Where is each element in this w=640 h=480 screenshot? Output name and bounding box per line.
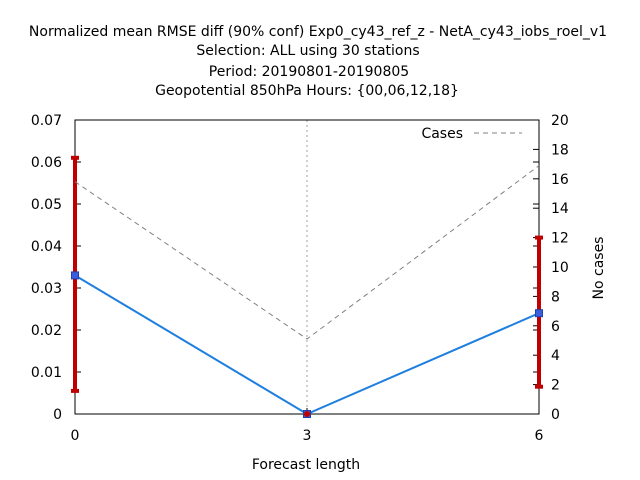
y2-axis: 0 2 4 6 8 10 12 14 16 18 20 [533, 113, 569, 423]
y2-tick-label: 4 [551, 348, 560, 364]
y2-tick-label: 18 [551, 142, 569, 158]
y-tick-label: 0.06 [31, 155, 62, 171]
y-tick-label: 0.01 [31, 365, 62, 381]
data-point [535, 309, 543, 318]
x-tick-label: 0 [71, 428, 80, 444]
series-line-cases [74, 165, 540, 340]
y2-axis-label: No cases [591, 237, 607, 300]
y-tick-label: 0 [53, 407, 62, 423]
data-point-center [304, 411, 310, 417]
y2-tick-label: 8 [551, 289, 560, 305]
title-line-4: Geopotential 850hPa Hours: {00,06,12,18} [155, 83, 459, 99]
title-line-1: Normalized mean RMSE diff (90% conf) Exp… [29, 24, 607, 40]
y-axis: 0 0.01 0.02 0.03 0.04 0.05 0.06 0.07 [31, 113, 539, 423]
legend-label-cases: Cases [421, 126, 463, 142]
legend: Cases [421, 126, 522, 142]
y-tick-label: 0.05 [31, 197, 62, 213]
x-tick-label: 6 [535, 428, 544, 444]
y2-tick-label: 6 [551, 319, 560, 335]
y2-tick-label: 10 [551, 260, 569, 276]
title-line-2: Selection: ALL using 30 stations [196, 43, 419, 59]
y2-tick-label: 12 [551, 231, 569, 247]
chart-title: Normalized mean RMSE diff (90% conf) Exp… [29, 24, 607, 99]
y2-tick-label: 2 [551, 378, 560, 394]
y2-tick-label: 20 [551, 113, 569, 129]
y2-tick-label: 0 [551, 407, 560, 423]
title-line-3: Period: 20190801-20190805 [209, 64, 409, 80]
y-tick-label: 0.04 [31, 239, 62, 255]
y2-tick-label: 16 [551, 172, 569, 188]
y-tick-label: 0.02 [31, 323, 62, 339]
series-layer [71, 155, 543, 418]
x-tick-label: 3 [303, 428, 312, 444]
y-tick-label: 0.07 [31, 113, 62, 129]
x-axis-label: Forecast length [252, 457, 360, 473]
y-tick-label: 0.03 [31, 281, 62, 297]
y2-tick-label: 14 [551, 201, 569, 217]
data-point [71, 271, 79, 280]
